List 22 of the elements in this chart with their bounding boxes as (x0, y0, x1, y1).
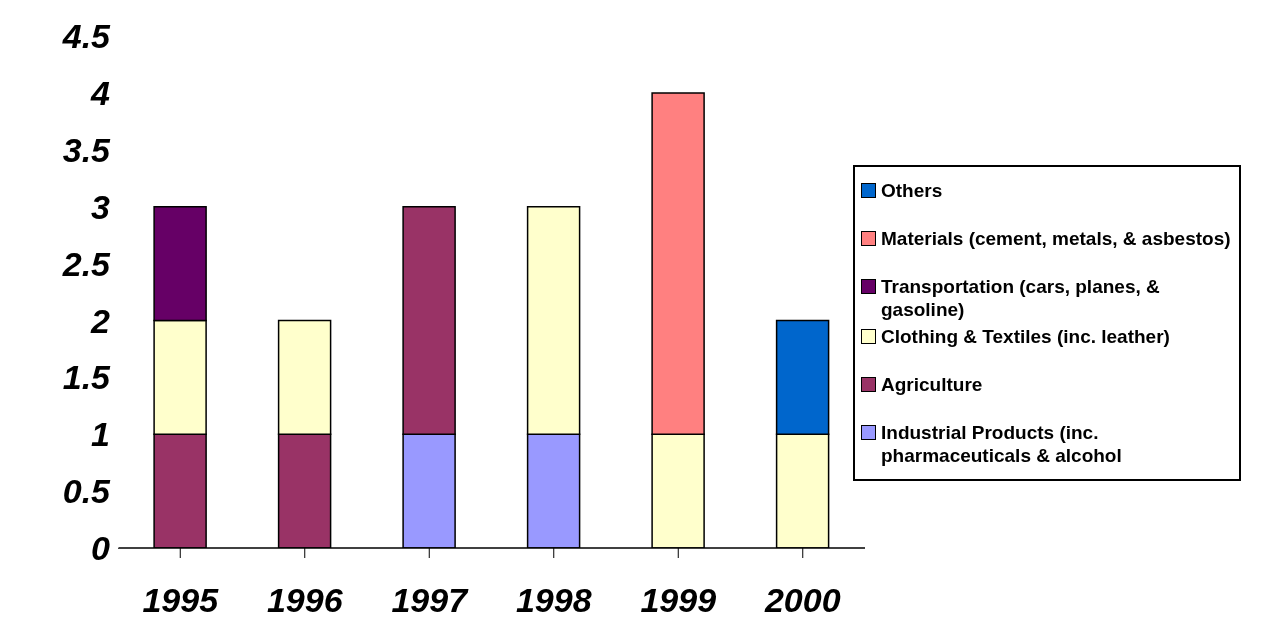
y-tick-label: 0.5 (62, 472, 112, 511)
y-tick-label: 3.5 (62, 130, 112, 169)
x-tick-label: 2000 (763, 581, 841, 620)
y-tick-label: 3 (91, 187, 111, 226)
x-tick-label: 1999 (640, 581, 717, 620)
y-tick-label: 4 (90, 73, 111, 112)
legend-label: Clothing & Textiles (inc. leather) (881, 325, 1170, 348)
legend-label: Industrial Products (inc. pharmaceuticals & alcohol (881, 421, 1123, 467)
y-tick-label: 0 (91, 529, 111, 568)
x-tick-label: 1996 (266, 581, 344, 620)
legend-label: Agriculture (881, 373, 983, 396)
x-tick-label: 1995 (142, 581, 220, 620)
x-tick-label: 1998 (515, 581, 592, 620)
legend-label: Materials (cement, metals, & asbestos) (881, 227, 1231, 250)
y-tick-label: 1.5 (62, 358, 112, 397)
y-tick-label: 1 (91, 415, 110, 454)
y-tick-label: 2.5 (61, 244, 112, 283)
y-tick-label: 4.5 (61, 17, 112, 56)
legend-label: Transportation (cars, planes, & gasoline) (881, 275, 1161, 321)
y-tick-label: 2 (90, 301, 111, 340)
legend-label: Others (881, 179, 943, 202)
x-tick-label: 1997 (391, 581, 470, 620)
